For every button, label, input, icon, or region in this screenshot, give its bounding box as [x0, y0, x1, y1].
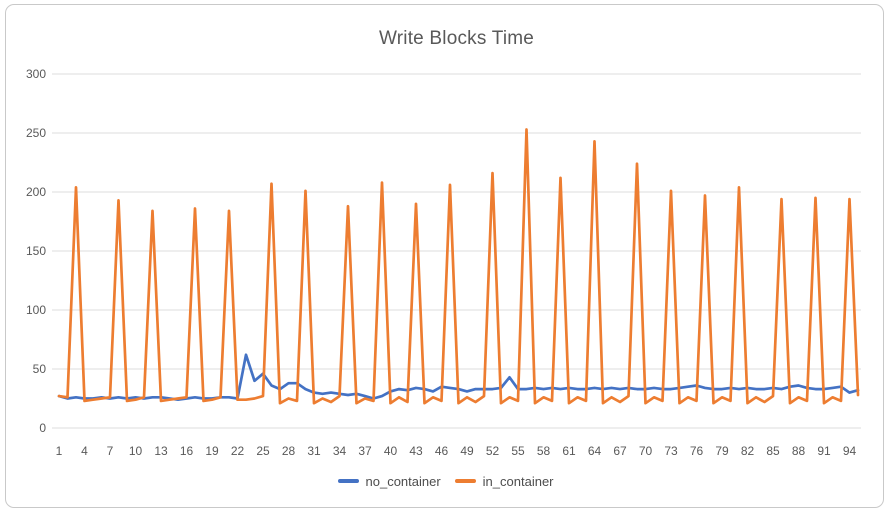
- y-tick-label-300: 300: [25, 67, 46, 81]
- legend-label-in-container: in_container: [482, 473, 554, 489]
- legend-item-in-container: in_container: [454, 473, 554, 489]
- x-tick-label-7: 7: [106, 444, 114, 458]
- x-tick-label-37: 37: [358, 444, 372, 458]
- chart-title: Write Blocks Time: [378, 28, 535, 49]
- x-tick-label-1: 1: [55, 444, 63, 458]
- legend-label-no-container: no_container: [365, 473, 441, 489]
- legend-line-swatch-no-container: [337, 479, 359, 483]
- x-tick-label-25: 25: [256, 444, 270, 458]
- y-tick-label-100: 100: [25, 303, 46, 317]
- x-tick-label-43: 43: [409, 444, 423, 458]
- y-tick-label-250: 250: [25, 126, 46, 140]
- x-tick-label-52: 52: [485, 444, 500, 458]
- x-tick-label-16: 16: [179, 444, 194, 458]
- x-tick-label-67: 67: [613, 444, 627, 458]
- x-tick-label-58: 58: [536, 444, 551, 458]
- x-tick-label-88: 88: [791, 444, 806, 458]
- x-tick-label-19: 19: [205, 444, 219, 458]
- x-tick-label-73: 73: [664, 444, 678, 458]
- x-tick-label-82: 82: [740, 444, 755, 458]
- x-tick-label-10: 10: [128, 444, 143, 458]
- x-tick-label-28: 28: [281, 444, 296, 458]
- legend-item-no-container: no_container: [337, 473, 441, 489]
- y-axis: 0 50 100 150 200 250 300: [0, 0, 46, 460]
- x-tick-label-22: 22: [230, 444, 245, 458]
- legend: no_container in_container: [0, 472, 891, 490]
- x-tick-label-55: 55: [511, 444, 525, 458]
- x-tick-label-91: 91: [817, 444, 831, 458]
- y-tick-label-200: 200: [25, 185, 46, 199]
- x-tick-label-49: 49: [460, 444, 474, 458]
- x-axis: 1 4 7 10 13 16 19 22 25 28 31 34 37 40 43 46 49 52 55 58 61 6…: [0, 444, 891, 460]
- x-tick-label-31: 31: [307, 444, 321, 458]
- x-tick-label-46: 46: [434, 444, 449, 458]
- x-tick-label-34: 34: [332, 444, 347, 458]
- x-tick-label-4: 4: [81, 444, 88, 458]
- x-tick-label-85: 85: [766, 444, 780, 458]
- series-line-in_container: [57, 128, 860, 405]
- x-tick-label-61: 61: [562, 444, 576, 458]
- y-tick-label-150: 150: [25, 244, 46, 258]
- y-tick-label-50: 50: [32, 362, 46, 376]
- x-tick-label-79: 79: [715, 444, 729, 458]
- x-tick-label-70: 70: [638, 444, 653, 458]
- x-tick-label-64: 64: [587, 444, 602, 458]
- x-tick-label-13: 13: [154, 444, 168, 458]
- x-tick-label-94: 94: [842, 444, 857, 458]
- x-tick-label-76: 76: [689, 444, 704, 458]
- x-tick-label-40: 40: [383, 444, 398, 458]
- y-tick-label-0: 0: [39, 421, 46, 435]
- legend-line-swatch-in-container: [454, 479, 476, 483]
